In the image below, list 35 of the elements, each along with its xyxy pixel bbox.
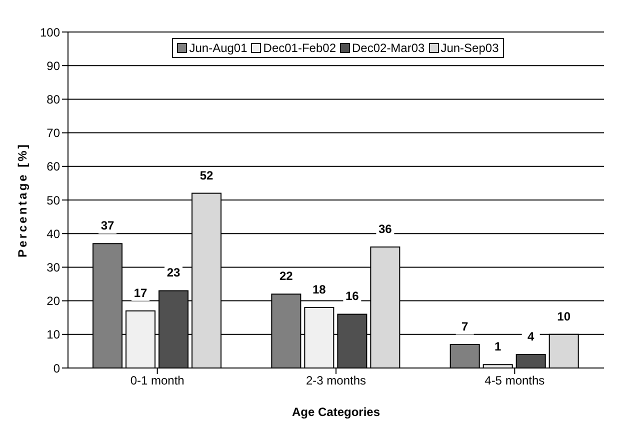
bar [516, 354, 546, 368]
x-tick-label: 4-5 months [484, 374, 545, 388]
data-label: 17 [134, 286, 148, 300]
x-tick-label: 0-1 month [130, 374, 184, 388]
y-axis-title: Percentage [%] [15, 142, 30, 258]
data-label: 22 [280, 269, 294, 284]
legend-label: Dec02-Mar03 [351, 41, 425, 55]
data-label: 52 [200, 168, 214, 182]
bar [450, 344, 480, 368]
y-tick-label: 40 [46, 226, 60, 241]
x-tick-label: 2-3 months [306, 374, 366, 388]
y-tick-label: 70 [46, 126, 60, 140]
y-tick-label: 10 [46, 328, 60, 342]
y-tick-label: 90 [46, 58, 60, 73]
y-tick-label: 20 [46, 294, 60, 308]
y-tick-label: 30 [46, 260, 60, 274]
data-label: 23 [166, 266, 181, 280]
data-label: 16 [346, 289, 360, 304]
y-tick-label: 100 [40, 25, 60, 40]
data-label: 10 [557, 309, 571, 324]
legend-label: Dec01-Feb02 [262, 41, 336, 55]
legend-label: Jun-Aug01 [188, 41, 248, 55]
y-tick-label: 50 [46, 193, 60, 208]
y-tick-label: 60 [46, 160, 60, 174]
data-label: 18 [312, 282, 326, 297]
y-tick-label: 0 [53, 361, 60, 376]
data-label: 1 [494, 340, 502, 354]
data-label: 4 [528, 330, 535, 344]
data-label: 7 [462, 319, 469, 334]
bar [482, 364, 513, 368]
data-label: 37 [100, 218, 115, 233]
y-tick-label: 80 [46, 92, 60, 106]
data-label: 36 [378, 222, 392, 236]
legend-label: Jun-Sep03 [440, 41, 499, 55]
x-axis-title: Age Categories [292, 405, 380, 419]
